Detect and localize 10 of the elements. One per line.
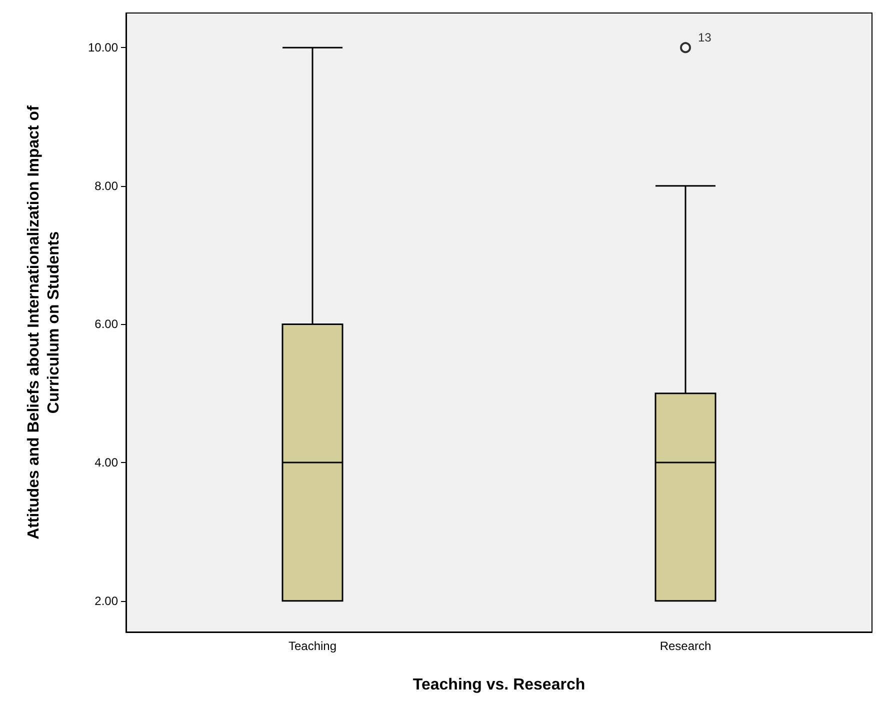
y-tick-label: 6.00	[94, 317, 118, 332]
y-tick-label: 2.00	[94, 594, 118, 608]
y-tick-label: 8.00	[94, 178, 118, 193]
y-tick-label: 10.00	[88, 40, 118, 55]
annotation: 13	[698, 30, 712, 45]
y-axis-title: Attitudes and Beliefs about Internationalization Impact of Curriculum on Students	[26, 104, 62, 540]
x-axis-title: Teaching vs. Research	[412, 676, 586, 694]
y-tick-label: 4.00	[94, 456, 118, 470]
x-tick-label: Teaching	[288, 639, 337, 653]
x-tick-label: Research	[660, 639, 712, 653]
